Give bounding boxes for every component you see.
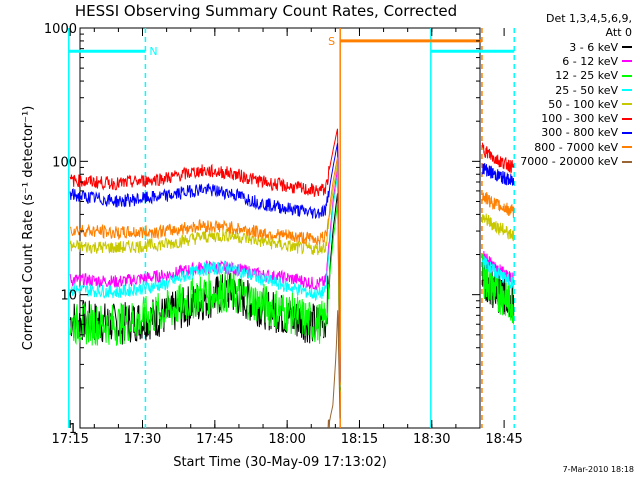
legend-item: 25 - 50 keV (484, 83, 632, 97)
legend-swatch (622, 160, 632, 163)
flag-label: S (328, 35, 335, 48)
chart-title: HESSI Observing Summary Count Rates, Cor… (75, 2, 457, 20)
series-line (69, 157, 341, 385)
observing-flags: NS (68, 28, 515, 428)
series-line (69, 169, 341, 387)
legend-swatch (622, 74, 632, 77)
legend-item: 3 - 6 keV (484, 40, 632, 54)
x-tick-label: 18:00 (268, 432, 305, 447)
series-lines (69, 128, 515, 428)
series-line (481, 192, 515, 218)
x-axis-label: Start Time (30-May-09 17:13:02) (173, 455, 387, 470)
legend-item: 300 - 800 keV (484, 126, 632, 140)
legend-item: 800 - 7000 keV (484, 140, 632, 154)
series-line (69, 128, 341, 380)
legend-item: 6 - 12 keV (484, 54, 632, 68)
legend-swatch (622, 46, 632, 49)
legend-label: 12 - 25 keV (555, 69, 618, 83)
series-line (69, 143, 341, 383)
legend-item: 12 - 25 keV (484, 69, 632, 83)
flag-label: N (149, 45, 157, 58)
legend-header-detectors: Det 1,3,4,5,6,9, (545, 12, 632, 25)
x-tick-label: 17:45 (196, 432, 233, 447)
series-line (481, 254, 515, 325)
plot-border (79, 27, 481, 429)
y-axis-label: Corrected Count Rate (s⁻¹ detector⁻¹) (21, 106, 36, 351)
legend-swatch (622, 146, 632, 149)
legend-item: 100 - 300 keV (484, 111, 632, 125)
plot-frame (79, 27, 481, 429)
series-line (481, 213, 515, 242)
series-line (69, 163, 341, 386)
series-line (481, 163, 515, 186)
legend-item: 7000 - 20000 keV (484, 154, 632, 168)
legend-label: 100 - 300 keV (541, 112, 618, 126)
legend-swatch (622, 103, 632, 106)
legend: Det 1,3,4,5,6,9, Att 0 3 - 6 keV 6 - 12 k… (484, 12, 632, 169)
y-tick-label: 100 (52, 155, 77, 170)
y-tick-label: 10 (60, 289, 77, 304)
legend-label: 800 - 7000 keV (534, 140, 618, 154)
x-tick-label: 18:15 (341, 432, 378, 447)
axes: 17:15 17:30 17:45 18:00 18:15 18:30 18:45 1 10 10… (44, 22, 523, 447)
plot-timestamp: 7-Mar-2010 18:18 (562, 465, 634, 474)
legend-swatch (622, 117, 632, 120)
legend-swatch (622, 131, 632, 134)
legend-header-attenuator: Att 0 (605, 26, 632, 39)
series-line (481, 142, 515, 175)
legend-swatch (622, 60, 632, 63)
legend-item: 50 - 100 keV (484, 97, 632, 111)
x-tick-label: 18:45 (485, 432, 522, 447)
series-line (69, 203, 341, 392)
series-line (327, 310, 341, 428)
legend-label: 25 - 50 keV (555, 83, 618, 97)
series-line (69, 176, 341, 388)
x-tick-label: 17:15 (51, 432, 88, 447)
legend-label: 300 - 800 keV (541, 126, 618, 140)
y-tick-label: 1 (69, 422, 77, 437)
legend-label: 7000 - 20000 keV (520, 155, 618, 169)
x-tick-label: 18:30 (413, 432, 450, 447)
series-line (481, 256, 515, 290)
legend-label: 6 - 12 keV (562, 54, 618, 68)
legend-swatch (622, 89, 632, 92)
legend-label: 3 - 6 keV (569, 40, 618, 54)
legend-label: 50 - 100 keV (548, 97, 618, 111)
y-tick-label: 1000 (44, 22, 77, 37)
x-tick-label: 17:30 (124, 432, 161, 447)
